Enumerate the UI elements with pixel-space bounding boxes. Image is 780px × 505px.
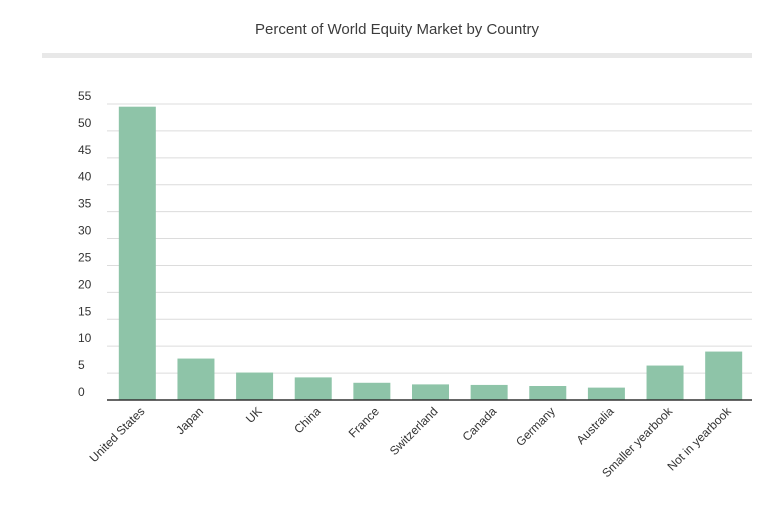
x-tick-label: France: [346, 404, 383, 441]
bar: [587, 387, 625, 400]
x-tick-label: Germany: [513, 404, 558, 449]
bar: [236, 372, 274, 400]
y-axis-ticks: 0 5 10 15 20 25 30 35 40 45 50 55: [78, 89, 92, 399]
y-tick-label: 20: [78, 277, 92, 291]
y-tick-label: 50: [78, 116, 92, 130]
bar: [294, 377, 332, 400]
title-divider: [42, 53, 752, 58]
x-tick-label: Canada: [460, 404, 500, 444]
y-tick-label: 15: [78, 304, 92, 318]
y-tick-label: 0: [78, 385, 85, 399]
x-tick-label: Switzerland: [387, 404, 441, 458]
bar: [177, 358, 215, 400]
x-tick-label: Japan: [173, 404, 206, 437]
x-tick-label: China: [291, 404, 323, 436]
y-tick-label: 35: [78, 197, 92, 211]
y-tick-label: 5: [78, 358, 85, 372]
gridlines: [107, 103, 752, 374]
x-tick-label: United States: [87, 404, 148, 465]
x-tick-label: Australia: [574, 404, 617, 447]
y-tick-label: 30: [78, 224, 92, 238]
y-tick-label: 25: [78, 250, 92, 264]
y-tick-label: 55: [78, 89, 92, 103]
y-tick-label: 45: [78, 143, 92, 157]
chart-title: Percent of World Equity Market by Countr…: [254, 21, 539, 38]
bar: [118, 106, 156, 400]
bar: [646, 365, 684, 400]
bar: [412, 384, 449, 400]
x-axis-labels: United States Japan UK China France Switzerla…: [87, 404, 735, 481]
bar: [470, 384, 508, 400]
bar: [529, 386, 567, 400]
y-tick-label: 40: [78, 170, 92, 184]
bars: [118, 106, 743, 400]
bar: [353, 382, 391, 400]
x-tick-label: UK: [243, 404, 265, 426]
y-tick-label: 10: [78, 331, 92, 345]
bar: [705, 351, 743, 400]
